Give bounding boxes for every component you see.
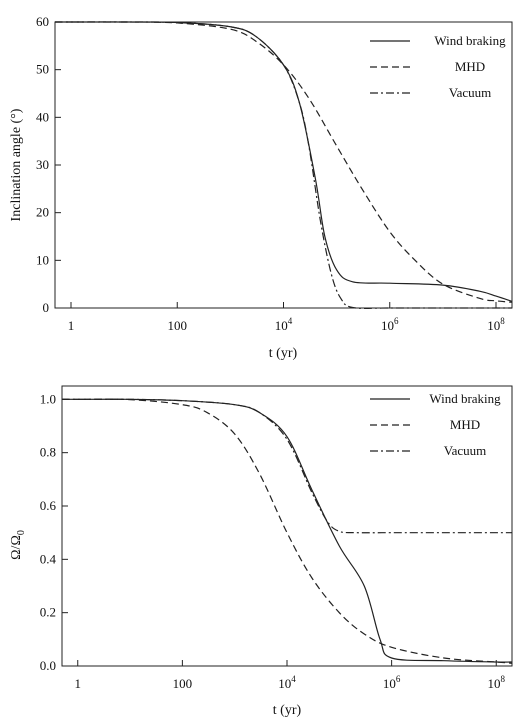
y-axis-label: Ω/Ω0 bbox=[9, 530, 27, 560]
y-axis-label: Inclination angle (°) bbox=[9, 108, 24, 221]
y-tick-label: 20 bbox=[36, 205, 49, 220]
y-tick-label: 0.6 bbox=[40, 498, 57, 513]
legend: Wind braking MHD Vacuum bbox=[370, 33, 506, 100]
legend-label: Vacuum bbox=[449, 85, 492, 100]
x-tick-label: 100 bbox=[167, 318, 187, 333]
legend-label: Wind braking bbox=[429, 391, 501, 406]
y-tick-label: 40 bbox=[36, 109, 49, 124]
x-tick-label: 1 bbox=[68, 318, 75, 333]
plot-frame bbox=[61, 385, 513, 667]
x-tick-label: 106 bbox=[383, 674, 401, 691]
x-tick-label: 108 bbox=[487, 316, 505, 333]
y-tick-label: 10 bbox=[36, 252, 49, 267]
x-axis-ticks: 1 100 104 106 108 bbox=[74, 660, 506, 691]
y-tick-label: 0 bbox=[43, 300, 50, 315]
x-tick-label: 106 bbox=[381, 316, 399, 333]
series-lines bbox=[54, 21, 513, 309]
y-tick-label: 0.4 bbox=[40, 551, 57, 566]
y-tick-label: 0.0 bbox=[40, 658, 56, 673]
series-lines bbox=[61, 398, 513, 664]
y-tick-label: 0.8 bbox=[40, 445, 56, 460]
legend-label: MHD bbox=[455, 59, 485, 74]
series-line-vacuum bbox=[54, 21, 512, 309]
legend-label: Wind braking bbox=[434, 33, 506, 48]
x-tick-label: 1 bbox=[74, 676, 81, 691]
series-line-wind-braking bbox=[62, 398, 513, 663]
series-line-vacuum bbox=[62, 398, 512, 534]
y-tick-label: 0.2 bbox=[40, 605, 56, 620]
x-tick-label: 100 bbox=[173, 676, 193, 691]
y-tick-label: 60 bbox=[36, 14, 49, 29]
y-axis-ticks: 0.0 0.2 0.4 0.6 0.8 1.0 bbox=[40, 391, 68, 673]
x-axis-label: t (yr) bbox=[269, 346, 298, 361]
legend-label: Vacuum bbox=[444, 443, 487, 458]
angular-velocity-chart: 1 100 104 106 108 0.0 0.2 0.4 0.6 0.8 1.0 Wind br… bbox=[9, 385, 513, 718]
series-line-mhd bbox=[54, 21, 513, 303]
x-tick-label: 104 bbox=[275, 316, 293, 333]
inclination-chart: 1 100 104 106 108 0 10 20 30 40 50 60 Wind braking… bbox=[9, 14, 513, 361]
legend-label: MHD bbox=[450, 417, 480, 432]
x-axis-label: t (yr) bbox=[273, 703, 302, 718]
y-tick-label: 30 bbox=[36, 157, 49, 172]
series-line-mhd bbox=[61, 398, 513, 664]
x-axis-ticks: 1 100 104 106 108 bbox=[68, 302, 505, 333]
x-tick-label: 108 bbox=[488, 674, 506, 691]
legend: Wind braking MHD Vacuum bbox=[370, 391, 501, 458]
x-tick-label: 104 bbox=[278, 674, 296, 691]
y-tick-label: 1.0 bbox=[40, 391, 56, 406]
y-tick-label: 50 bbox=[36, 62, 49, 77]
y-axis-ticks: 0 10 20 30 40 50 60 bbox=[36, 14, 61, 315]
